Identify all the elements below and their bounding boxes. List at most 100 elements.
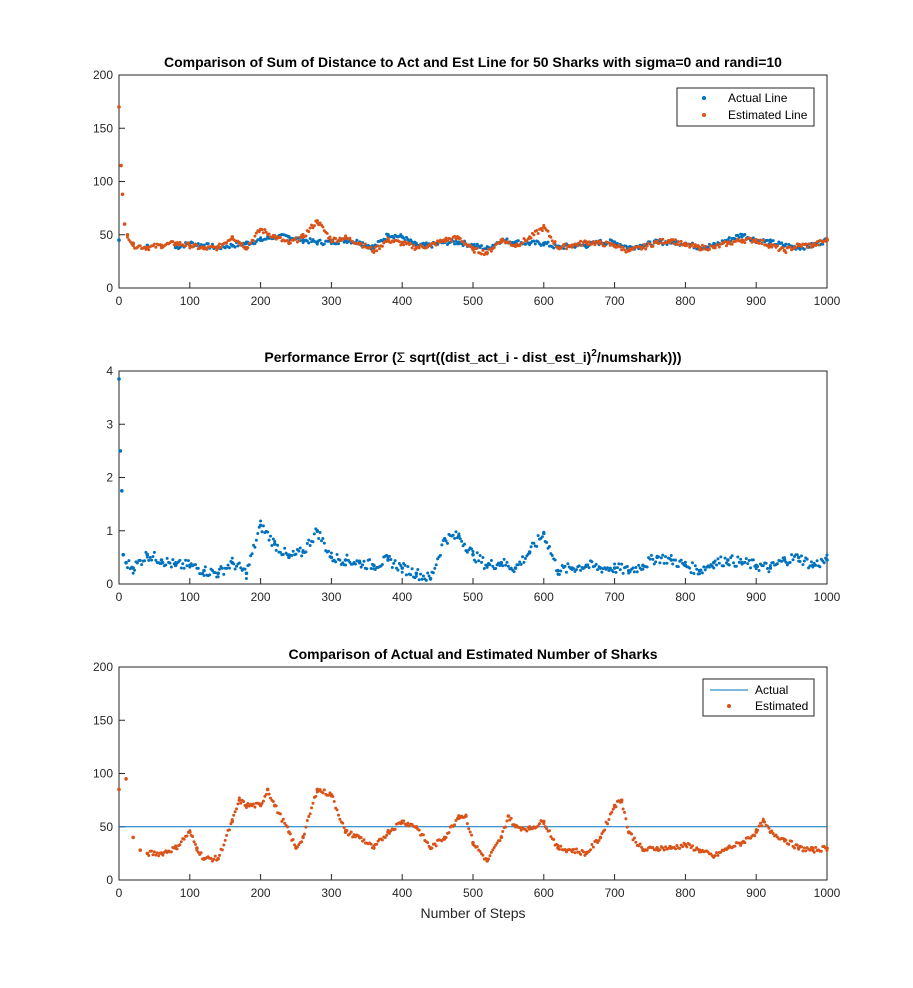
data-point [502,557,506,561]
data-point [335,553,339,557]
data-point [590,560,594,564]
data-point [222,572,226,576]
data-point [570,850,574,854]
data-point [764,561,768,565]
data-point [513,245,517,249]
data-point [727,240,731,244]
x-tick-label: 400 [392,590,412,604]
data-point [730,554,734,558]
data-point [227,246,231,250]
data-point [372,251,376,255]
data-point [341,821,345,825]
data-point [587,240,591,244]
data-point [369,842,373,846]
data-point [148,555,152,559]
data-point [593,243,597,247]
data-point [152,550,156,554]
data-point [193,563,197,567]
data-point [532,541,536,545]
data-point [431,571,435,575]
data-point [213,245,217,249]
data-point [563,242,567,246]
data-point [692,572,696,576]
data-point [215,248,219,252]
x-tick-label: 700 [605,886,625,900]
data-point [416,567,420,571]
subplot-2-title-superscript: 2 [591,348,597,359]
data-point [675,843,679,847]
x-tick-label: 200 [251,294,271,308]
data-point [542,530,546,534]
data-point [666,846,670,850]
data-point [606,566,610,570]
y-tick-label: 4 [106,364,113,378]
data-point [553,240,557,244]
data-point [312,224,316,228]
data-point [159,851,163,855]
data-point [302,832,306,836]
data-point [482,567,486,571]
data-point [658,848,662,852]
data-point [516,563,520,567]
data-point [767,245,771,249]
data-point [295,845,299,849]
data-point [546,240,550,244]
data-point [355,238,359,242]
data-point [808,242,812,246]
data-point [191,835,195,839]
data-point [420,577,424,581]
data-point [402,819,406,823]
data-point [202,573,206,577]
data-point [536,232,540,236]
data-point [533,242,537,246]
data-point [635,570,639,574]
data-point [664,845,668,849]
data-point [334,237,338,241]
data-point [788,245,792,249]
subplot-3-legend-box [702,678,815,717]
data-point [757,824,761,828]
data-point [331,794,335,798]
data-point [620,800,624,804]
data-point [787,842,791,846]
data-point [621,245,625,249]
data-point [410,246,414,250]
data-point [305,542,309,546]
data-point [120,192,125,197]
data-point [577,564,581,568]
data-point [192,840,196,844]
data-point [254,538,258,542]
subplot-3-data [117,777,829,863]
data-point [321,537,325,541]
data-point [138,244,142,248]
data-point [361,563,365,567]
data-point [273,540,277,544]
data-point [574,847,578,851]
data-point [717,561,721,565]
data-point [206,242,210,246]
data-point [229,560,233,564]
data-point [403,563,407,567]
data-point [513,566,517,570]
data-point [125,232,130,237]
data-point [175,847,179,851]
data-point [734,564,738,568]
data-point [230,556,234,560]
data-point [147,248,151,252]
data-point [632,570,636,574]
data-point [352,833,356,837]
subplot-3-x-axis-label: Number of Steps [420,905,525,921]
data-point [519,562,523,566]
x-tick-label: 100 [180,590,200,604]
data-point [757,241,761,245]
subplot-3: Comparison of Actual and Estimated Numbe… [93,646,841,921]
data-point [811,565,815,569]
data-point [246,246,250,250]
data-point [712,566,716,570]
data-point [546,229,550,233]
x-tick-label: 300 [321,590,341,604]
data-point [661,237,665,241]
data-point [523,556,527,560]
data-point [145,552,150,557]
data-point [815,240,819,244]
